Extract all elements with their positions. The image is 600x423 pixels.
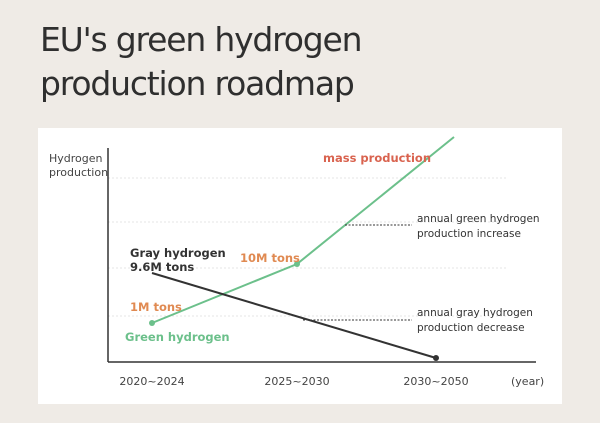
green-increase-label-line-1: annual green hydrogen (417, 213, 540, 225)
x-tick-label: 2025~2030 (264, 375, 329, 388)
gray-hydrogen-label-line-2: 9.6M tons (130, 260, 194, 274)
chart-card (38, 128, 562, 404)
y-axis-label-line-1: Hydrogen (49, 152, 103, 165)
x-tick-label: 2020~2024 (119, 375, 184, 388)
page-title: EU's green hydrogen production roadmap (40, 18, 363, 106)
gray-hydrogen-point (433, 355, 439, 361)
x-tick-labels: 2020~2024 2025~2030 2030~2050 (119, 375, 468, 388)
series-layer (149, 136, 455, 361)
green-hydrogen-point (294, 261, 300, 267)
x-axis-label: (year) (511, 375, 544, 388)
green-hydrogen-point (149, 320, 155, 326)
ten-m-tons-label: 10M tons (240, 251, 300, 265)
gray-hydrogen-label-line-1: Gray hydrogen (130, 246, 226, 260)
gray-hydrogen-line (151, 272, 437, 359)
mass-production-label: mass production (323, 151, 431, 165)
gray-decrease-label-line-2: production decrease (417, 322, 525, 334)
y-axis-label-line-2: production (49, 166, 108, 179)
page-title-line-2: production roadmap (40, 64, 355, 103)
green-increase-label-line-2: production increase (417, 228, 521, 240)
x-tick-label: 2030~2050 (403, 375, 468, 388)
green-hydrogen-label: Green hydrogen (125, 330, 230, 344)
page-title-line-1: EU's green hydrogen (40, 20, 363, 59)
one-m-tons-label: 1M tons (130, 300, 182, 314)
gray-decrease-label-line-1: annual gray hydrogen (417, 307, 533, 319)
